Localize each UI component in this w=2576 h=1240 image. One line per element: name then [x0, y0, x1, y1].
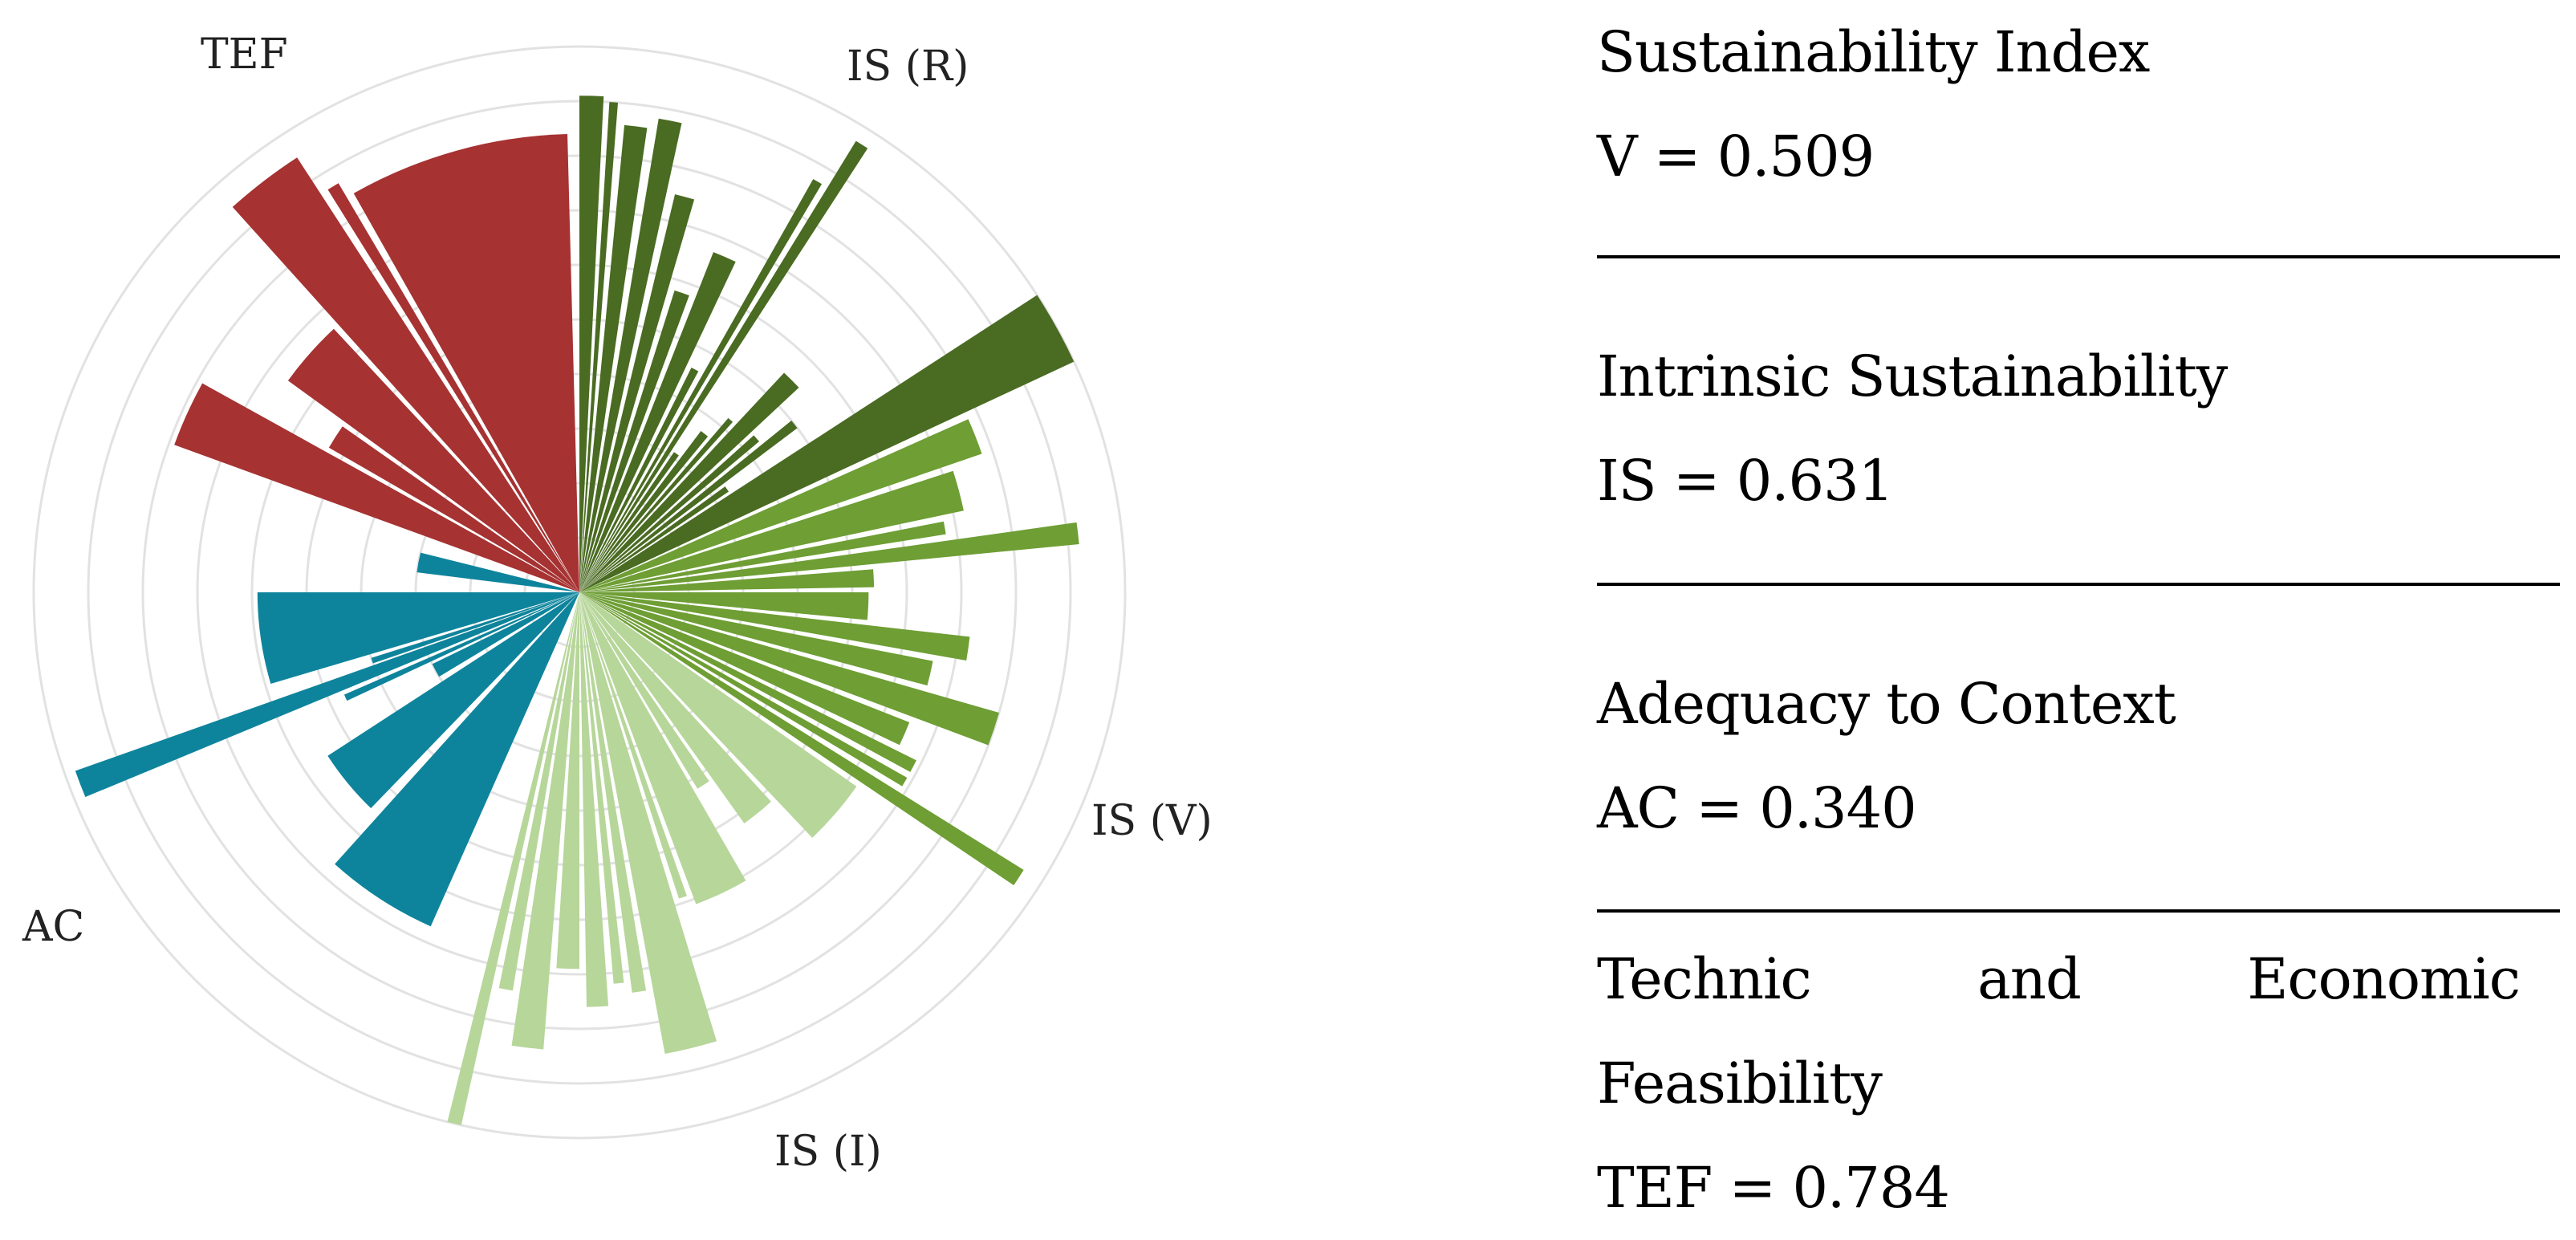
bar-is-r — [579, 140, 868, 593]
tef-title-line1: Technic and Economic — [1597, 927, 2521, 1031]
bar-ac — [335, 592, 579, 927]
bar-is-r — [579, 102, 619, 592]
bar-is-r — [579, 96, 604, 592]
bar-tef — [327, 183, 579, 592]
bar-is-i — [579, 592, 609, 1007]
bar-is-i — [498, 592, 579, 991]
bar-is-i — [579, 592, 771, 823]
bar-is-v — [579, 470, 964, 592]
bar-is-i — [579, 592, 624, 984]
bar-is-v — [579, 592, 910, 746]
bar-ac — [416, 552, 579, 592]
bar-is-r — [579, 179, 823, 593]
divider — [1597, 255, 2560, 258]
group-label-ac: AC — [22, 903, 84, 951]
bar-is-v — [579, 522, 1079, 592]
bar-ac — [371, 592, 579, 664]
bar-tef — [174, 383, 579, 592]
adequacy-value: AC = 0.340 — [1597, 775, 1917, 841]
bar-is-v — [579, 592, 933, 686]
bar-is-v — [579, 592, 869, 620]
bar-is-i — [511, 592, 579, 1050]
bar-is-r — [579, 431, 709, 592]
bar-is-v — [579, 592, 916, 772]
group-label-tef: TEF — [201, 30, 288, 79]
group-label-is-v: IS (V) — [1091, 797, 1213, 845]
bar-ac — [75, 592, 579, 798]
group-label-is-r: IS (R) — [847, 43, 969, 91]
bar-is-i — [579, 592, 709, 789]
group-labels: TEF IS (R) IS (V) IS (I) AC — [22, 30, 1213, 1176]
bar-is-i — [447, 592, 579, 1125]
bar-tef — [353, 134, 579, 592]
divider — [1597, 583, 2560, 586]
bar-ac — [257, 592, 579, 684]
bar-tef — [328, 426, 579, 592]
grid-ring — [32, 45, 1127, 1140]
bar-is-v — [579, 569, 875, 592]
bar-is-i — [579, 592, 717, 1055]
bar-is-v — [579, 521, 946, 592]
adequacy-title: Adequacy to Context — [1597, 671, 2176, 737]
bar-tef — [232, 157, 579, 593]
bar-is-r — [579, 290, 689, 592]
sustainability-index-title: Sustainability Index — [1597, 19, 2150, 85]
intrinsic-sustainability-title: Intrinsic Sustainability — [1597, 344, 2228, 409]
bar-ac — [327, 592, 579, 809]
sustainability-index-value: V = 0.509 — [1597, 124, 1875, 189]
tef-title-word: Technic — [1597, 946, 1812, 1012]
tef-value: TEF = 0.784 — [1597, 1155, 1950, 1221]
bar-is-i — [579, 592, 647, 993]
bar-is-r — [579, 435, 759, 592]
bar-is-r — [579, 486, 729, 592]
bar-is-v — [579, 592, 908, 787]
bar-is-r — [579, 417, 733, 592]
tef-block: Technic and Economic Feasibility TEF = 0… — [1597, 927, 2560, 1240]
bar-is-r — [579, 118, 682, 592]
bar-is-v — [579, 592, 970, 661]
bar-is-i — [579, 592, 687, 899]
bar-is-r — [579, 124, 648, 592]
bar-is-v — [579, 592, 1024, 886]
bar-is-r — [579, 194, 695, 592]
chart-bars — [75, 96, 1079, 1125]
intrinsic-sustainability-value: IS = 0.631 — [1597, 448, 1894, 514]
bar-ac — [432, 592, 579, 677]
bar-is-r — [579, 295, 1075, 592]
tef-title-line2: Feasibility — [1597, 1051, 1883, 1116]
bar-is-v — [579, 419, 982, 592]
tef-title-word: and — [1977, 946, 2082, 1012]
bar-is-i — [579, 592, 857, 838]
bar-is-v — [579, 592, 999, 746]
bar-is-r — [579, 372, 799, 592]
divider — [1597, 909, 2560, 913]
adequacy-block: Adequacy to Context AC = 0.340 — [1597, 652, 2560, 860]
group-label-is-i: IS (I) — [774, 1128, 882, 1176]
bar-is-r — [579, 452, 679, 592]
bar-is-i — [579, 592, 746, 905]
bar-ac — [343, 592, 579, 701]
intrinsic-sustainability-block: Intrinsic Sustainability IS = 0.631 — [1597, 324, 2560, 533]
bar-tef — [287, 328, 579, 592]
polar-bar-chart: TEF IS (R) IS (V) IS (I) AC — [22, 30, 1213, 1176]
index-summary-panel: Sustainability Index V = 0.509 Intrinsic… — [1597, 0, 2560, 1237]
bar-is-i — [556, 592, 579, 970]
bar-is-r — [579, 421, 798, 592]
bar-is-r — [579, 252, 736, 592]
tef-title-word: Economic — [2247, 946, 2521, 1012]
sustainability-index-block: Sustainability Index V = 0.509 — [1597, 0, 2560, 209]
bar-is-r — [579, 368, 699, 592]
